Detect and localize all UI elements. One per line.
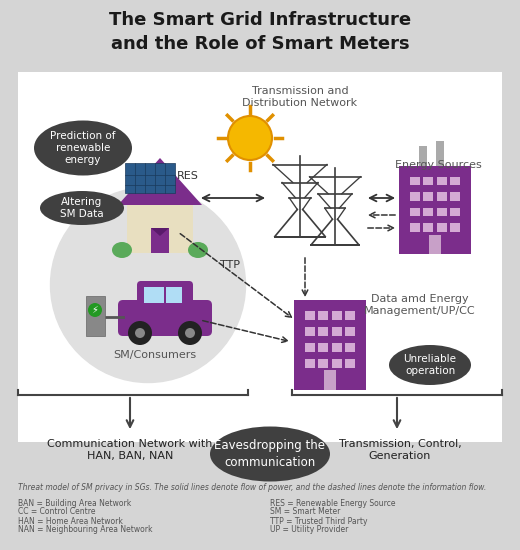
FancyBboxPatch shape: [410, 177, 420, 185]
FancyBboxPatch shape: [345, 359, 355, 367]
Circle shape: [88, 303, 102, 317]
Polygon shape: [151, 228, 169, 236]
Text: UP = Utility Provider: UP = Utility Provider: [270, 525, 348, 535]
FancyBboxPatch shape: [423, 192, 433, 201]
Text: Energy Sources: Energy Sources: [395, 160, 482, 170]
FancyBboxPatch shape: [305, 359, 315, 367]
FancyBboxPatch shape: [318, 343, 328, 351]
FancyBboxPatch shape: [151, 228, 169, 253]
Text: Altering
SM Data: Altering SM Data: [60, 197, 104, 219]
Ellipse shape: [112, 242, 132, 258]
FancyBboxPatch shape: [423, 208, 433, 217]
Text: Prediction of
renewable
energy: Prediction of renewable energy: [50, 130, 116, 166]
FancyBboxPatch shape: [450, 177, 460, 185]
Circle shape: [228, 116, 272, 160]
FancyBboxPatch shape: [294, 300, 366, 390]
Text: Threat model of SM privacy in SGs. The solid lines denote flow of power, and the: Threat model of SM privacy in SGs. The s…: [18, 482, 486, 492]
FancyBboxPatch shape: [305, 311, 315, 320]
Ellipse shape: [210, 426, 330, 481]
Ellipse shape: [34, 120, 132, 175]
Text: SM = Smart Meter: SM = Smart Meter: [270, 508, 341, 516]
Text: Communication Network with
HAN, BAN, NAN: Communication Network with HAN, BAN, NAN: [47, 439, 213, 461]
Text: NAN = Neighbouring Area Network: NAN = Neighbouring Area Network: [18, 525, 152, 535]
FancyBboxPatch shape: [318, 359, 328, 367]
FancyBboxPatch shape: [437, 177, 447, 185]
Text: The Smart Grid Infrastructure
and the Role of Smart Meters: The Smart Grid Infrastructure and the Ro…: [109, 11, 411, 53]
Text: CC = Control Centre: CC = Control Centre: [18, 508, 96, 516]
Text: Data amd Energy
Management/UP/CC: Data amd Energy Management/UP/CC: [364, 294, 476, 316]
Circle shape: [185, 328, 195, 338]
FancyBboxPatch shape: [437, 223, 447, 232]
Text: Eavesdropping the
communication: Eavesdropping the communication: [215, 439, 326, 469]
FancyBboxPatch shape: [410, 208, 420, 217]
Text: HAN = Home Area Network: HAN = Home Area Network: [18, 516, 123, 525]
Text: RES = Renewable Energy Source: RES = Renewable Energy Source: [270, 498, 396, 508]
Text: TTP: TTP: [220, 260, 240, 270]
FancyBboxPatch shape: [436, 141, 444, 166]
FancyBboxPatch shape: [450, 208, 460, 217]
Text: TTP = Trusted Third Party: TTP = Trusted Third Party: [270, 516, 368, 525]
FancyBboxPatch shape: [345, 343, 355, 351]
FancyBboxPatch shape: [345, 311, 355, 320]
FancyBboxPatch shape: [437, 208, 447, 217]
FancyBboxPatch shape: [450, 192, 460, 201]
Circle shape: [128, 321, 152, 345]
FancyBboxPatch shape: [332, 327, 342, 336]
Ellipse shape: [50, 188, 245, 382]
Text: SM/Consumers: SM/Consumers: [113, 350, 197, 360]
FancyBboxPatch shape: [410, 223, 420, 232]
Ellipse shape: [40, 191, 124, 225]
Circle shape: [135, 328, 145, 338]
FancyBboxPatch shape: [423, 177, 433, 185]
FancyBboxPatch shape: [345, 327, 355, 336]
FancyBboxPatch shape: [399, 166, 471, 254]
FancyBboxPatch shape: [127, 205, 193, 253]
FancyBboxPatch shape: [332, 311, 342, 320]
FancyBboxPatch shape: [450, 223, 460, 232]
FancyBboxPatch shape: [332, 359, 342, 367]
FancyBboxPatch shape: [428, 235, 441, 254]
FancyBboxPatch shape: [305, 327, 315, 336]
Text: Unreliable
operation: Unreliable operation: [404, 354, 457, 376]
FancyBboxPatch shape: [318, 327, 328, 336]
Text: Transmission, Control,
Generation: Transmission, Control, Generation: [339, 439, 461, 461]
Circle shape: [178, 321, 202, 345]
Text: RES: RES: [177, 171, 199, 181]
Ellipse shape: [389, 345, 471, 385]
FancyBboxPatch shape: [86, 296, 105, 336]
FancyBboxPatch shape: [305, 343, 315, 351]
FancyBboxPatch shape: [419, 146, 427, 166]
FancyBboxPatch shape: [137, 281, 193, 313]
FancyBboxPatch shape: [118, 300, 212, 336]
FancyBboxPatch shape: [125, 163, 175, 193]
Text: Transmission and
Distribution Network: Transmission and Distribution Network: [242, 86, 358, 108]
Polygon shape: [118, 158, 202, 205]
FancyBboxPatch shape: [410, 192, 420, 201]
FancyBboxPatch shape: [318, 311, 328, 320]
FancyBboxPatch shape: [437, 192, 447, 201]
Text: ⚡: ⚡: [92, 305, 98, 315]
FancyBboxPatch shape: [18, 72, 502, 442]
Ellipse shape: [188, 242, 208, 258]
Text: BAN = Building Area Network: BAN = Building Area Network: [18, 498, 131, 508]
FancyBboxPatch shape: [166, 287, 182, 303]
FancyBboxPatch shape: [144, 287, 164, 303]
FancyBboxPatch shape: [323, 370, 336, 390]
FancyBboxPatch shape: [423, 223, 433, 232]
FancyBboxPatch shape: [332, 343, 342, 351]
